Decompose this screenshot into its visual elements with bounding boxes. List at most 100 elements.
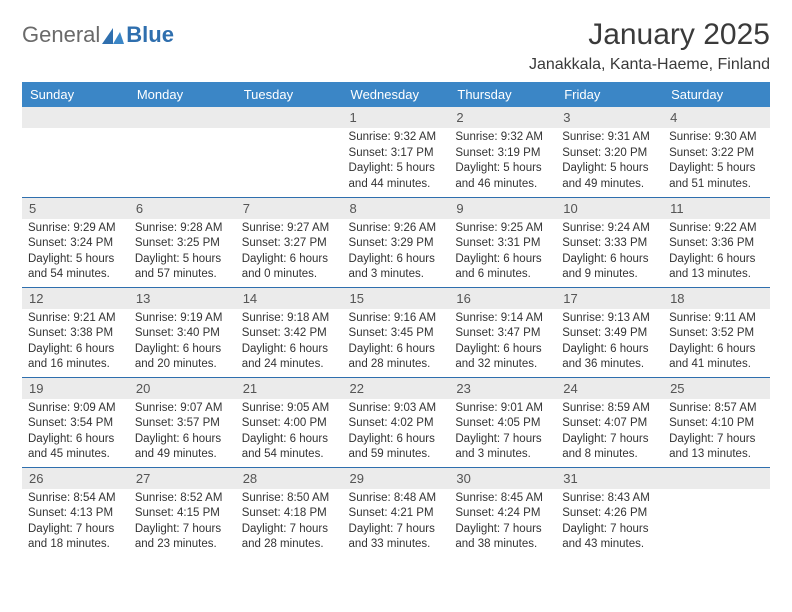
- day-detail: Sunrise: 8:54 AMSunset: 4:13 PMDaylight:…: [22, 489, 129, 557]
- day-number: 20: [129, 378, 236, 399]
- sunset-line: Sunset: 3:33 PM: [562, 236, 657, 252]
- day-detail: Sunrise: 9:18 AMSunset: 3:42 PMDaylight:…: [236, 309, 343, 377]
- calendar-day-cell: 3Sunrise: 9:31 AMSunset: 3:20 PMDaylight…: [556, 107, 663, 197]
- day-number: 31: [556, 468, 663, 489]
- calendar-day-cell: 25Sunrise: 8:57 AMSunset: 4:10 PMDayligh…: [663, 377, 770, 467]
- calendar-day-cell: 26Sunrise: 8:54 AMSunset: 4:13 PMDayligh…: [22, 467, 129, 557]
- sunset-line: Sunset: 4:05 PM: [455, 416, 550, 432]
- sunset-line: Sunset: 4:02 PM: [349, 416, 444, 432]
- sunrise-line: Sunrise: 9:14 AM: [455, 311, 550, 327]
- sunset-line: Sunset: 4:15 PM: [135, 506, 230, 522]
- calendar-day-cell: 14Sunrise: 9:18 AMSunset: 3:42 PMDayligh…: [236, 287, 343, 377]
- day-detail: Sunrise: 9:14 AMSunset: 3:47 PMDaylight:…: [449, 309, 556, 377]
- day-detail: Sunrise: 9:21 AMSunset: 3:38 PMDaylight:…: [22, 309, 129, 377]
- day-number: 29: [343, 468, 450, 489]
- sunset-line: Sunset: 3:24 PM: [28, 236, 123, 252]
- day-number: 1: [343, 107, 450, 128]
- day-number-empty: [236, 107, 343, 128]
- sunrise-line: Sunrise: 9:31 AM: [562, 130, 657, 146]
- day-number: 28: [236, 468, 343, 489]
- day-number: 5: [22, 198, 129, 219]
- sunrise-line: Sunrise: 9:01 AM: [455, 401, 550, 417]
- calendar-day-cell: 13Sunrise: 9:19 AMSunset: 3:40 PMDayligh…: [129, 287, 236, 377]
- sunrise-line: Sunrise: 8:45 AM: [455, 491, 550, 507]
- daylight-line: Daylight: 7 hours and 28 minutes.: [242, 522, 337, 553]
- sunrise-line: Sunrise: 9:32 AM: [455, 130, 550, 146]
- daylight-line: Daylight: 5 hours and 57 minutes.: [135, 252, 230, 283]
- calendar-day-cell: 10Sunrise: 9:24 AMSunset: 3:33 PMDayligh…: [556, 197, 663, 287]
- logo: General Blue: [22, 22, 174, 48]
- day-detail: Sunrise: 9:31 AMSunset: 3:20 PMDaylight:…: [556, 128, 663, 196]
- day-number: 24: [556, 378, 663, 399]
- logo-text-blue: Blue: [126, 22, 174, 48]
- sunset-line: Sunset: 3:57 PM: [135, 416, 230, 432]
- day-number: 21: [236, 378, 343, 399]
- day-detail: Sunrise: 9:32 AMSunset: 3:19 PMDaylight:…: [449, 128, 556, 196]
- header: General Blue January 2025 Janakkala, Kan…: [22, 18, 770, 74]
- sunset-line: Sunset: 4:00 PM: [242, 416, 337, 432]
- day-number: 18: [663, 288, 770, 309]
- day-detail: Sunrise: 9:28 AMSunset: 3:25 PMDaylight:…: [129, 219, 236, 287]
- location-text: Janakkala, Kanta-Haeme, Finland: [529, 56, 770, 74]
- day-detail: Sunrise: 9:09 AMSunset: 3:54 PMDaylight:…: [22, 399, 129, 467]
- daylight-line: Daylight: 6 hours and 54 minutes.: [242, 432, 337, 463]
- sunrise-line: Sunrise: 9:22 AM: [669, 221, 764, 237]
- sunset-line: Sunset: 3:25 PM: [135, 236, 230, 252]
- calendar-day-cell: 4Sunrise: 9:30 AMSunset: 3:22 PMDaylight…: [663, 107, 770, 197]
- sunrise-line: Sunrise: 9:19 AM: [135, 311, 230, 327]
- daylight-line: Daylight: 7 hours and 23 minutes.: [135, 522, 230, 553]
- daylight-line: Daylight: 7 hours and 13 minutes.: [669, 432, 764, 463]
- weekday-header: Sunday: [22, 82, 129, 107]
- day-detail: Sunrise: 9:07 AMSunset: 3:57 PMDaylight:…: [129, 399, 236, 467]
- sunset-line: Sunset: 3:17 PM: [349, 146, 444, 162]
- day-number: 9: [449, 198, 556, 219]
- sunrise-line: Sunrise: 8:54 AM: [28, 491, 123, 507]
- daylight-line: Daylight: 7 hours and 38 minutes.: [455, 522, 550, 553]
- sunset-line: Sunset: 3:52 PM: [669, 326, 764, 342]
- day-detail: Sunrise: 9:13 AMSunset: 3:49 PMDaylight:…: [556, 309, 663, 377]
- sunrise-line: Sunrise: 9:05 AM: [242, 401, 337, 417]
- weekday-header: Saturday: [663, 82, 770, 107]
- weekday-header: Monday: [129, 82, 236, 107]
- sunrise-line: Sunrise: 9:27 AM: [242, 221, 337, 237]
- day-detail: Sunrise: 9:01 AMSunset: 4:05 PMDaylight:…: [449, 399, 556, 467]
- sunrise-line: Sunrise: 8:48 AM: [349, 491, 444, 507]
- sunset-line: Sunset: 3:54 PM: [28, 416, 123, 432]
- day-number-empty: [129, 107, 236, 128]
- sunset-line: Sunset: 4:13 PM: [28, 506, 123, 522]
- calendar-day-cell: 27Sunrise: 8:52 AMSunset: 4:15 PMDayligh…: [129, 467, 236, 557]
- calendar-day-cell: 30Sunrise: 8:45 AMSunset: 4:24 PMDayligh…: [449, 467, 556, 557]
- logo-text-general: General: [22, 22, 100, 48]
- sunrise-line: Sunrise: 9:28 AM: [135, 221, 230, 237]
- day-number: 14: [236, 288, 343, 309]
- daylight-line: Daylight: 6 hours and 49 minutes.: [135, 432, 230, 463]
- calendar-day-cell: 2Sunrise: 9:32 AMSunset: 3:19 PMDaylight…: [449, 107, 556, 197]
- day-detail: Sunrise: 9:22 AMSunset: 3:36 PMDaylight:…: [663, 219, 770, 287]
- sunset-line: Sunset: 4:26 PM: [562, 506, 657, 522]
- day-number: 27: [129, 468, 236, 489]
- day-number: 4: [663, 107, 770, 128]
- calendar-week-row: 5 Sunrise: 9:29 AMSunset: 3:24 PM Daylight…: [22, 197, 770, 287]
- day-number-empty: [22, 107, 129, 128]
- sunrise-line: Sunrise: 9:29 AM: [28, 221, 123, 237]
- sunset-line: Sunset: 3:27 PM: [242, 236, 337, 252]
- sunrise-line: Sunrise: 9:26 AM: [349, 221, 444, 237]
- sunset-line: Sunset: 3:47 PM: [455, 326, 550, 342]
- calendar-day-cell: 16Sunrise: 9:14 AMSunset: 3:47 PMDayligh…: [449, 287, 556, 377]
- day-detail: Sunrise: 9:32 AMSunset: 3:17 PMDaylight:…: [343, 128, 450, 196]
- daylight-line: Daylight: 6 hours and 20 minutes.: [135, 342, 230, 373]
- daylight-line: Daylight: 6 hours and 36 minutes.: [562, 342, 657, 373]
- weekday-header-row: Sunday Monday Tuesday Wednesday Thursday…: [22, 82, 770, 107]
- calendar-day-cell: 24Sunrise: 8:59 AMSunset: 4:07 PMDayligh…: [556, 377, 663, 467]
- daylight-line: Daylight: 5 hours and 44 minutes.: [349, 161, 444, 192]
- sunrise-line: Sunrise: 9:16 AM: [349, 311, 444, 327]
- daylight-line: Daylight: 5 hours and 49 minutes.: [562, 161, 657, 192]
- sunrise-line: Sunrise: 8:59 AM: [562, 401, 657, 417]
- sunset-line: Sunset: 3:29 PM: [349, 236, 444, 252]
- day-detail: Sunrise: 8:52 AMSunset: 4:15 PMDaylight:…: [129, 489, 236, 557]
- sunrise-line: Sunrise: 9:25 AM: [455, 221, 550, 237]
- day-number: 7: [236, 198, 343, 219]
- sunrise-line: Sunrise: 9:13 AM: [562, 311, 657, 327]
- sunset-line: Sunset: 3:31 PM: [455, 236, 550, 252]
- calendar-day-cell: 29Sunrise: 8:48 AMSunset: 4:21 PMDayligh…: [343, 467, 450, 557]
